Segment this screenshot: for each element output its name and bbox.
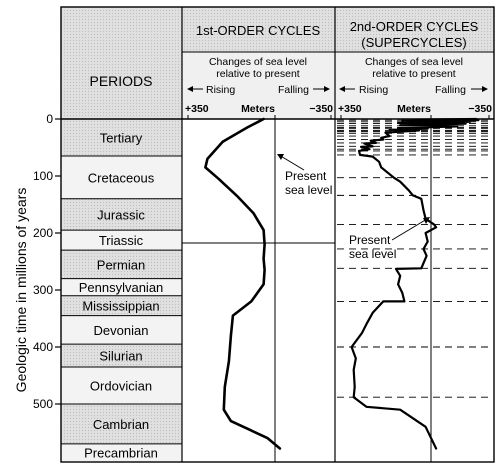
second-order-title-background xyxy=(335,7,494,52)
second-present-annotation xyxy=(391,217,430,241)
period-cell-pennsylvanian xyxy=(61,278,182,296)
y-tick-label-0: 0 xyxy=(46,112,53,126)
first-scale-right: −350 xyxy=(309,103,333,115)
second-scale-left: +350 xyxy=(338,103,362,115)
period-label-devonian: Devonian xyxy=(94,323,149,338)
second-present-label-line1: Present xyxy=(349,233,391,247)
second-changes-label-line1: Changes of sea level xyxy=(365,56,463,68)
second-rising-arrow xyxy=(339,86,355,92)
period-label-silurian: Silurian xyxy=(99,349,142,364)
first-scale-left: +350 xyxy=(185,103,209,115)
first-scale-meters: Meters xyxy=(241,103,275,115)
first-falling-label: Falling xyxy=(278,84,309,96)
first-rising-label: Rising xyxy=(206,84,235,96)
y-tick-label-500: 500 xyxy=(33,397,53,411)
y-tick-label-300: 300 xyxy=(33,283,53,297)
period-cell-triassic xyxy=(61,230,182,251)
y-axis-ticks: 0 100 200 300 400 500 xyxy=(33,112,61,411)
second-order-subheader-background xyxy=(335,52,494,119)
first-order-curve xyxy=(204,117,282,450)
second-falling-arrow xyxy=(471,86,488,92)
period-cell-cretaceous xyxy=(61,156,182,199)
period-label-mississippian: Mississippian xyxy=(82,299,159,314)
period-label-cretaceous: Cretaceous xyxy=(88,170,155,185)
second-order-title: 2nd-ORDER CYCLES xyxy=(350,19,479,34)
period-cell-permian xyxy=(61,250,182,279)
period-cell-jurassic xyxy=(61,198,182,231)
first-order-subheader-background xyxy=(182,52,335,119)
second-falling-label: Falling xyxy=(435,84,466,96)
period-label-permian: Permian xyxy=(97,257,145,272)
first-order-title: 1st-ORDER CYCLES xyxy=(196,23,321,38)
first-falling-arrow xyxy=(313,86,330,92)
second-order-curve xyxy=(350,117,480,450)
period-label-cambrian: Cambrian xyxy=(93,417,149,432)
second-scale-right: −350 xyxy=(468,103,492,115)
first-changes-label-line1: Changes of sea level xyxy=(209,56,307,68)
second-order-subtitle: (SUPERCYCLES) xyxy=(361,35,466,50)
period-label-pennsylvanian: Pennsylvanian xyxy=(79,280,164,295)
first-changes-label-line2: relative to present xyxy=(216,68,300,80)
periods-header: PERIODS xyxy=(89,73,152,89)
first-present-label-line1: Present xyxy=(285,169,327,183)
y-axis-label: Geologic time in millions of years xyxy=(13,188,29,393)
period-label-triassic: Triassic xyxy=(99,233,144,248)
y-tick-label-400: 400 xyxy=(33,340,53,354)
second-scale-meters: Meters xyxy=(397,103,431,115)
period-label-tertiary: Tertiary xyxy=(100,131,143,146)
chart-frame xyxy=(60,6,495,463)
period-cell-mississippian xyxy=(61,295,182,316)
period-cell-ordovician xyxy=(61,366,182,404)
period-label-precambrian: Precambrian xyxy=(84,445,158,460)
period-label-ordovician: Ordovician xyxy=(90,378,152,393)
period-cell-devonian xyxy=(61,315,182,345)
period-cell-tertiary xyxy=(61,119,182,157)
period-cell-precambrian xyxy=(61,443,182,461)
second-rising-label: Rising xyxy=(359,84,388,96)
supercycle-boundary-dashes xyxy=(337,119,492,398)
second-changes-label-line2: relative to present xyxy=(372,68,456,80)
first-present-annotation xyxy=(277,154,305,171)
second-present-label-line2: sea level xyxy=(349,247,396,261)
first-order-title-background xyxy=(182,7,335,52)
period-cell-silurian xyxy=(61,344,182,367)
first-present-label-line2: sea level xyxy=(285,183,332,197)
y-tick-label-200: 200 xyxy=(33,226,53,240)
period-label-jurassic: Jurassic xyxy=(97,207,145,222)
first-rising-arrow xyxy=(187,86,203,92)
y-tick-label-100: 100 xyxy=(33,169,53,183)
period-cell-cambrian xyxy=(61,404,182,444)
periods-header-background xyxy=(61,7,182,119)
periods-column: Tertiary Cretaceous Jurassic Triassic Permia… xyxy=(61,119,182,461)
